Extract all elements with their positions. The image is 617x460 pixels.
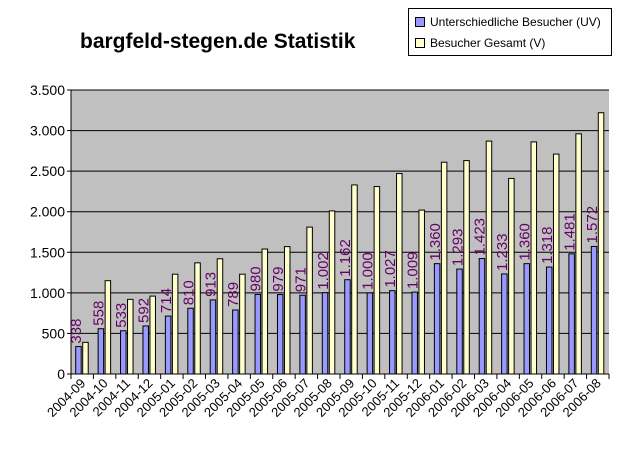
- bar-v: [440, 161, 448, 375]
- data-label: 1.233: [494, 233, 511, 271]
- bar-uv: [433, 263, 441, 375]
- bar-uv: [232, 309, 239, 375]
- bar-v: [306, 226, 313, 375]
- bar-uv: [97, 328, 105, 375]
- bar-uv: [142, 325, 149, 375]
- data-label: 533: [113, 303, 130, 328]
- legend-label-uv: Unterschiedliche Besucher (UV): [430, 15, 601, 29]
- y-tick-label: 2.000: [30, 204, 65, 220]
- bar-uv: [568, 253, 575, 375]
- data-label: 789: [225, 282, 242, 307]
- legend-item-v: Besucher Gesamt (V): [415, 36, 545, 50]
- data-label: 1.481: [561, 213, 578, 251]
- data-label: 1.293: [449, 229, 466, 267]
- data-label: 980: [248, 266, 265, 291]
- bar-uv: [523, 263, 531, 375]
- data-label: 1.318: [539, 227, 556, 265]
- legend-swatch-uv: [415, 17, 425, 27]
- bar-uv: [590, 245, 598, 375]
- data-label: 1.572: [584, 206, 601, 244]
- y-tick-label: 3.500: [30, 82, 65, 98]
- bar-v: [351, 184, 358, 375]
- bar-v: [194, 262, 201, 375]
- y-tick-label: 1.000: [30, 285, 65, 301]
- data-label: 714: [158, 288, 175, 313]
- bar-v: [328, 210, 336, 375]
- chart-title: bargfeld-stegen.de Statistik: [80, 30, 356, 53]
- bar-v: [283, 246, 291, 375]
- legend: Unterschiedliche Besucher (UV) Besucher …: [408, 8, 612, 56]
- bar-v: [82, 341, 89, 375]
- bar-uv: [456, 268, 463, 375]
- data-label: 1.360: [427, 223, 444, 261]
- bar-uv: [366, 292, 374, 375]
- data-label: 1.002: [315, 252, 332, 290]
- legend-item-uv: Unterschiedliche Besucher (UV): [415, 15, 601, 29]
- data-label: 558: [91, 301, 108, 326]
- bar-v: [508, 177, 515, 375]
- data-label: 592: [135, 298, 152, 323]
- bar-uv: [254, 293, 262, 375]
- plot-area: [71, 90, 609, 374]
- bar-uv: [299, 294, 306, 375]
- y-tick-label: 500: [42, 325, 66, 341]
- bar-v: [418, 209, 425, 375]
- data-label: 1.027: [382, 250, 399, 288]
- y-tick-label: 3.000: [30, 123, 65, 139]
- bar-uv: [276, 294, 284, 375]
- bar-uv: [389, 290, 396, 375]
- bar-uv: [478, 258, 486, 375]
- data-label: 1.360: [517, 223, 534, 261]
- bar-uv: [209, 299, 217, 375]
- data-label: 1.162: [337, 239, 354, 277]
- data-label: 1.000: [360, 252, 377, 290]
- data-label: 971: [292, 267, 309, 292]
- bar-uv: [411, 291, 418, 375]
- bar-uv: [321, 292, 329, 375]
- bar-uv: [164, 315, 172, 375]
- bar-uv: [120, 330, 127, 375]
- legend-swatch-v: [415, 38, 425, 48]
- y-tick-label: 0: [57, 366, 65, 382]
- bar-uv: [545, 266, 553, 375]
- bar-v: [485, 140, 493, 375]
- data-label: 338: [68, 319, 85, 344]
- bar-v: [575, 133, 582, 375]
- data-label: 1.423: [472, 218, 489, 256]
- data-label: 1.009: [404, 252, 421, 290]
- y-tick-label: 2.500: [30, 163, 65, 179]
- bar-uv: [344, 279, 351, 375]
- legend-label-v: Besucher Gesamt (V): [430, 36, 546, 50]
- bar-uv: [75, 346, 82, 375]
- bar-v: [463, 160, 470, 375]
- data-label: 913: [203, 272, 220, 297]
- y-tick-label: 1.500: [30, 244, 65, 260]
- data-label: 810: [180, 280, 197, 305]
- data-label: 979: [270, 267, 287, 292]
- bar-v: [104, 280, 112, 375]
- bar-uv: [187, 307, 194, 375]
- bar-uv: [501, 273, 508, 375]
